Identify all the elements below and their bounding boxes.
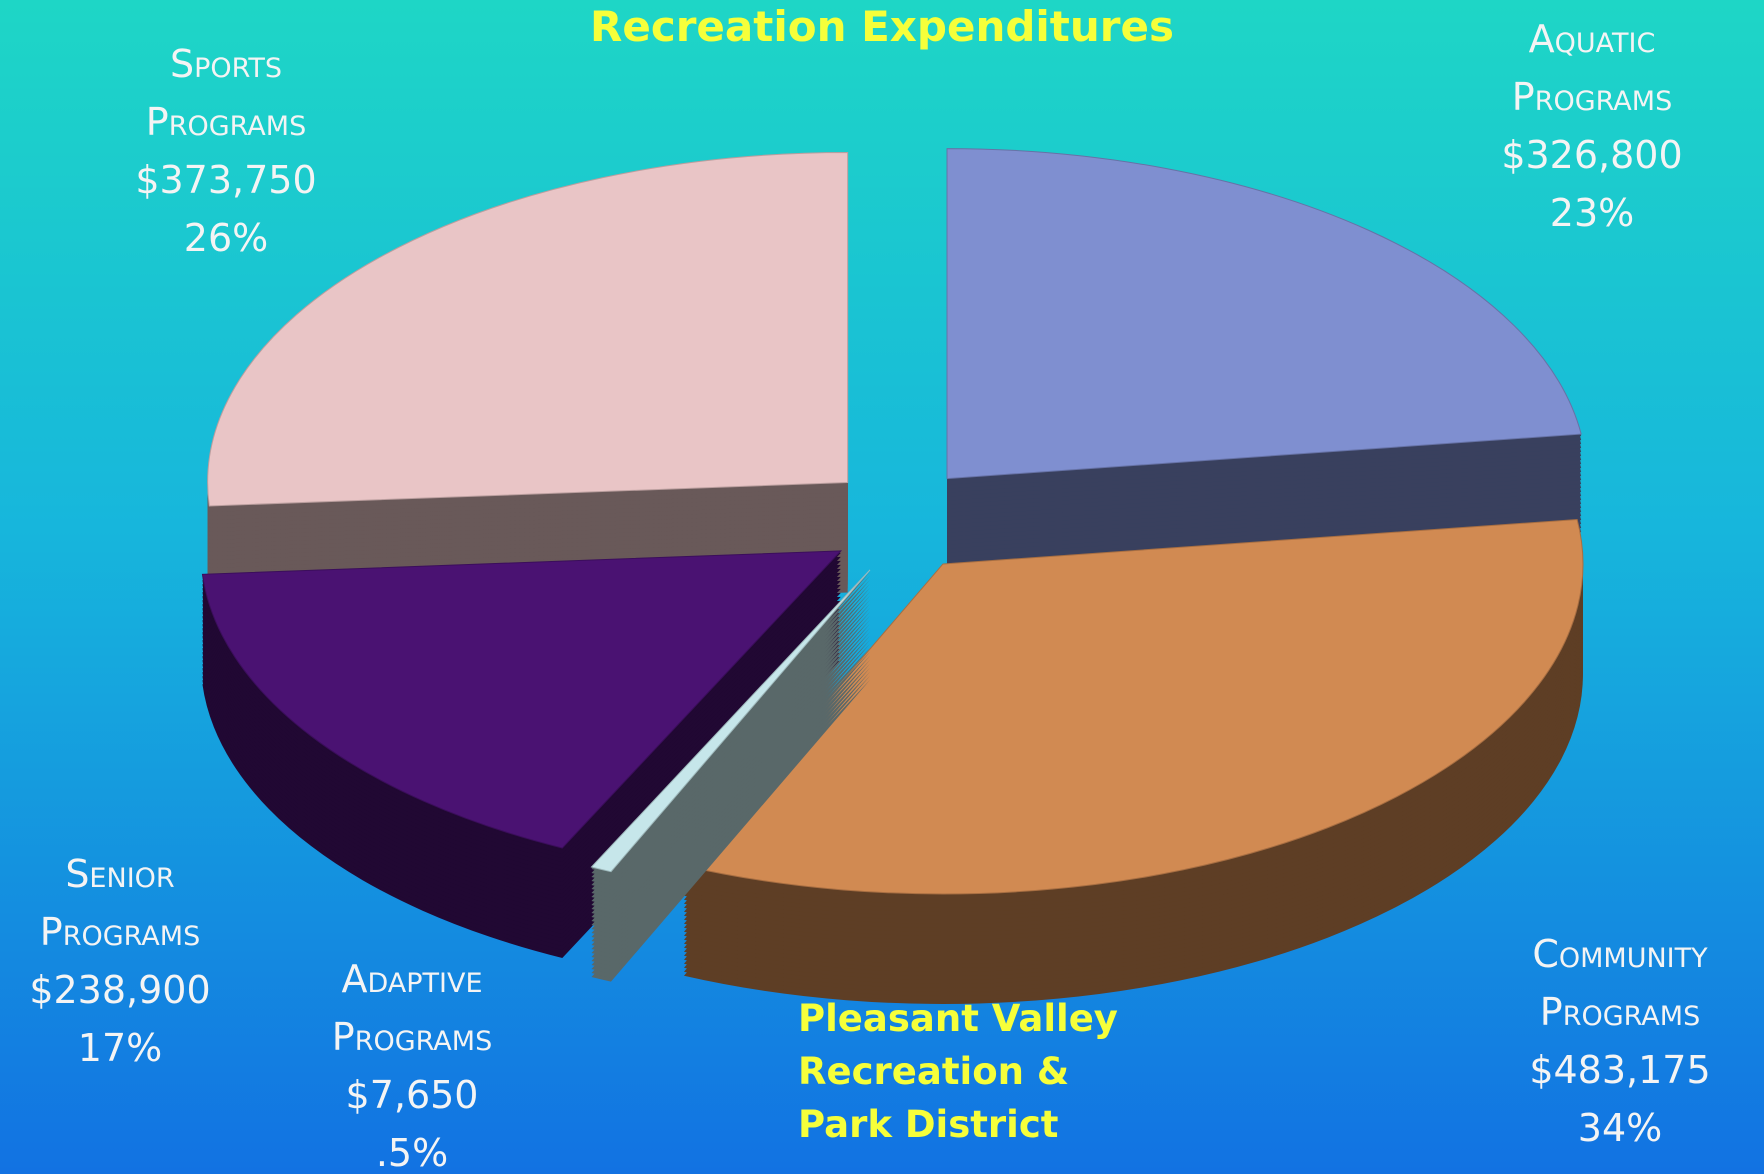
chart-title: Recreation Expenditures bbox=[590, 2, 1174, 51]
value-label: $238,900 bbox=[29, 968, 211, 1012]
chart-subtitle: Pleasant Valley Recreation & Park Distri… bbox=[798, 997, 1118, 1146]
slice bbox=[201, 550, 843, 849]
percent-label: 34% bbox=[1577, 1106, 1663, 1150]
value-label: $373,750 bbox=[135, 158, 317, 202]
slice-label: Community Programs $483,175 34% bbox=[1470, 925, 1764, 1157]
slice-label: Senior Programs $238,900 17% bbox=[0, 845, 270, 1077]
category-label: Adaptive Programs bbox=[331, 957, 493, 1059]
percent-label: 17% bbox=[77, 1026, 163, 1070]
percent-label: 23% bbox=[1549, 191, 1635, 235]
percent-label: 26% bbox=[183, 216, 269, 260]
slice-label: Aquatic Programs $326,800 23% bbox=[1442, 10, 1742, 242]
value-label: $326,800 bbox=[1501, 133, 1683, 177]
slice bbox=[590, 569, 871, 873]
slice bbox=[207, 152, 849, 507]
percent-label: .5% bbox=[375, 1131, 449, 1174]
value-label: $483,175 bbox=[1529, 1048, 1711, 1092]
category-label: Community Programs bbox=[1532, 932, 1708, 1034]
slice-label: Sports Programs $373,750 26% bbox=[76, 35, 376, 267]
category-label: Senior Programs bbox=[39, 852, 201, 954]
category-label: Sports Programs bbox=[145, 42, 307, 144]
slice bbox=[683, 518, 1584, 895]
slice-label: Adaptive Programs $7,650 .5% bbox=[262, 950, 562, 1174]
value-label: $7,650 bbox=[345, 1073, 479, 1117]
slice bbox=[946, 148, 1582, 480]
category-label: Aquatic Programs bbox=[1511, 17, 1673, 119]
